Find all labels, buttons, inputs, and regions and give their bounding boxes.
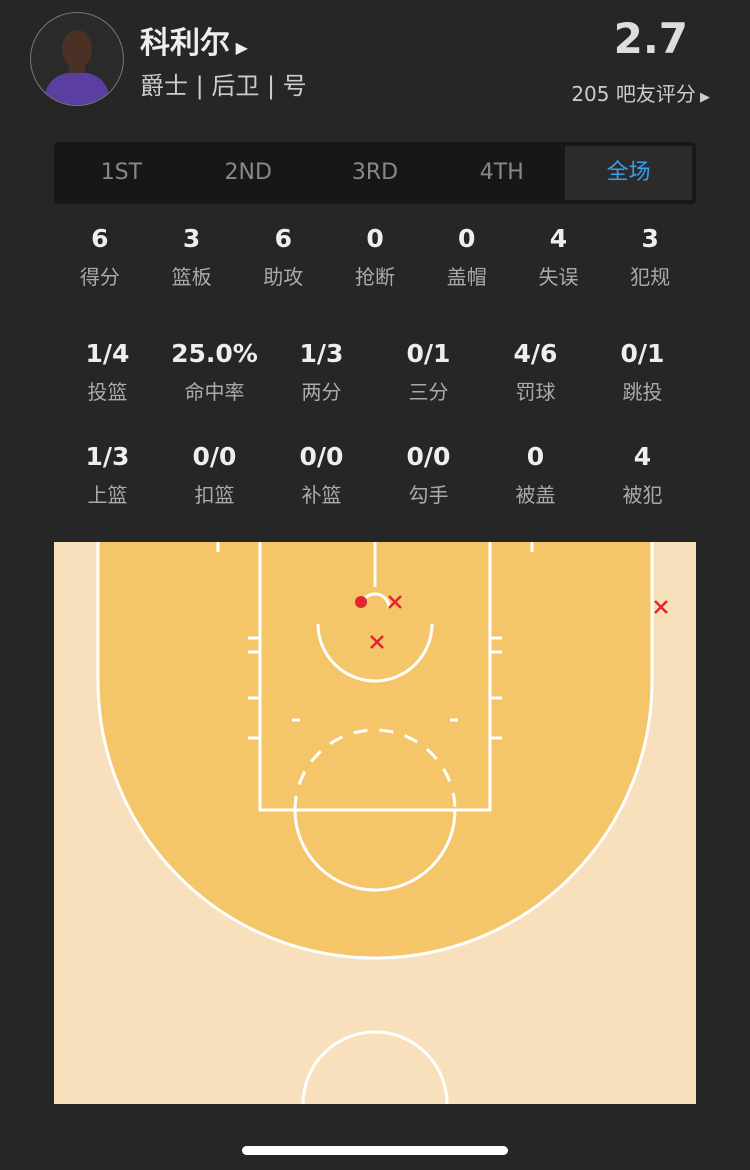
rating-votes-link[interactable]: 205 吧友评分 ▶ <box>571 78 710 107</box>
stat-value: 4 <box>633 442 652 471</box>
stat-value: 3 <box>641 224 659 253</box>
free-throw-circle-bottom <box>293 809 457 892</box>
stat-item: 0/0 补篮 <box>268 442 375 508</box>
stat-value: 6 <box>91 224 109 253</box>
tab-1st[interactable]: 1ST <box>100 160 143 185</box>
stat-item: 1/4 投篮 <box>54 339 161 405</box>
stat-value: 1/3 <box>85 442 130 471</box>
stat-value: 4/6 <box>513 339 558 368</box>
tab-2nd[interactable]: 2ND <box>224 160 272 185</box>
player-avatar[interactable] <box>30 12 124 106</box>
stats-row-basic: 6 得分 3 篮板 6 助攻 0 抢断 0 盖帽 4 失误 3 犯规 <box>54 224 696 290</box>
caret-right-icon: ▶ <box>695 90 710 105</box>
stat-label: 投篮 <box>87 380 128 404</box>
stat-label: 盖帽 <box>446 265 487 289</box>
stats-row-shot-types: 1/3 上篮 0/0 扣篮 0/0 补篮 0/0 勾手 0 被盖 4 被犯 <box>54 442 696 508</box>
stat-value: 4 <box>549 224 568 253</box>
stat-value: 3 <box>182 224 201 253</box>
stat-value: 25.0% <box>171 339 258 368</box>
stat-label: 扣篮 <box>194 483 235 507</box>
shot-missed-marker <box>370 635 384 649</box>
stat-value: 0 <box>366 224 384 253</box>
shot-missed-marker <box>654 600 668 614</box>
court-ticks <box>216 542 534 722</box>
home-indicator[interactable] <box>242 1146 508 1155</box>
stat-label: 助攻 <box>263 265 304 289</box>
center-circle <box>301 1030 449 1104</box>
stat-item: 0 被盖 <box>482 442 589 508</box>
stat-value: 0 <box>458 224 476 253</box>
stat-value: 1/3 <box>299 339 344 368</box>
stat-label: 跳投 <box>622 380 663 404</box>
caret-right-icon: ▶ <box>230 38 248 57</box>
stat-label: 罚球 <box>515 380 556 404</box>
stat-item: 4 失误 <box>513 224 605 290</box>
period-tabs: 1ST 2ND 3RD 4TH 全场 <box>54 142 696 204</box>
stat-item: 0/0 勾手 <box>375 442 482 508</box>
stat-item: 1/3 两分 <box>268 339 375 405</box>
stat-item: 6 助攻 <box>237 224 329 290</box>
tab-4th[interactable]: 4TH <box>479 160 524 185</box>
stat-value: 0/0 <box>406 442 451 471</box>
stat-value: 0 <box>526 442 545 471</box>
stat-value: 1/4 <box>85 339 130 368</box>
stat-label: 命中率 <box>184 380 245 404</box>
player-subtitle: 爵士 | 后卫 | 号 <box>140 72 307 100</box>
free-throw-circle-top <box>293 728 457 811</box>
stat-item: 6 得分 <box>54 224 146 290</box>
stat-value: 0/0 <box>299 442 344 471</box>
stat-item: 25.0% 命中率 <box>161 339 268 405</box>
tab-full-game[interactable]: 全场 <box>565 146 692 200</box>
stat-label: 三分 <box>408 380 449 404</box>
stat-label: 得分 <box>79 265 120 289</box>
stat-item: 1/3 上篮 <box>54 442 161 508</box>
stat-item: 3 犯规 <box>604 224 696 290</box>
stat-label: 篮板 <box>171 265 212 289</box>
shot-chart-court <box>54 542 696 1104</box>
paint-lane <box>258 542 492 812</box>
stat-label: 上篮 <box>87 483 128 507</box>
stat-item: 0 抢断 <box>329 224 421 290</box>
stat-label: 抢断 <box>355 265 396 289</box>
player-name-text: 科利尔 <box>140 26 230 61</box>
stat-item: 0/1 三分 <box>375 339 482 405</box>
stat-item: 3 篮板 <box>146 224 238 290</box>
stat-value: 6 <box>274 224 292 253</box>
stat-label: 犯规 <box>630 265 671 289</box>
stat-label: 两分 <box>301 380 342 404</box>
restricted-area-arc <box>316 623 434 683</box>
stat-item: 0/1 跳投 <box>589 339 696 405</box>
rating-score: 2.7 <box>613 14 688 63</box>
stat-value: 0/0 <box>192 442 237 471</box>
stat-label: 被盖 <box>515 483 556 507</box>
stat-item: 4 被犯 <box>589 442 696 508</box>
votes-text: 205 吧友评分 <box>571 82 696 106</box>
stat-label: 勾手 <box>408 483 449 507</box>
lane-hash-marks <box>248 636 502 740</box>
shot-missed-marker <box>388 595 402 609</box>
stat-item: 4/6 罚球 <box>482 339 589 405</box>
stat-item: 0/0 扣篮 <box>161 442 268 508</box>
three-point-line <box>96 542 654 960</box>
stat-label: 失误 <box>538 265 579 289</box>
stat-value: 0/1 <box>620 339 665 368</box>
tab-3rd[interactable]: 3RD <box>351 160 399 185</box>
stat-label: 补篮 <box>301 483 342 507</box>
stats-row-shooting: 1/4 投篮 25.0% 命中率 1/3 两分 0/1 三分 4/6 罚球 0/1 跳投 <box>54 339 696 405</box>
shot-made-marker <box>355 596 367 608</box>
player-name[interactable]: 科利尔 ▶ <box>140 18 248 62</box>
stat-item: 0 盖帽 <box>421 224 513 290</box>
stat-label: 被犯 <box>622 483 663 507</box>
stat-value: 0/1 <box>406 339 451 368</box>
